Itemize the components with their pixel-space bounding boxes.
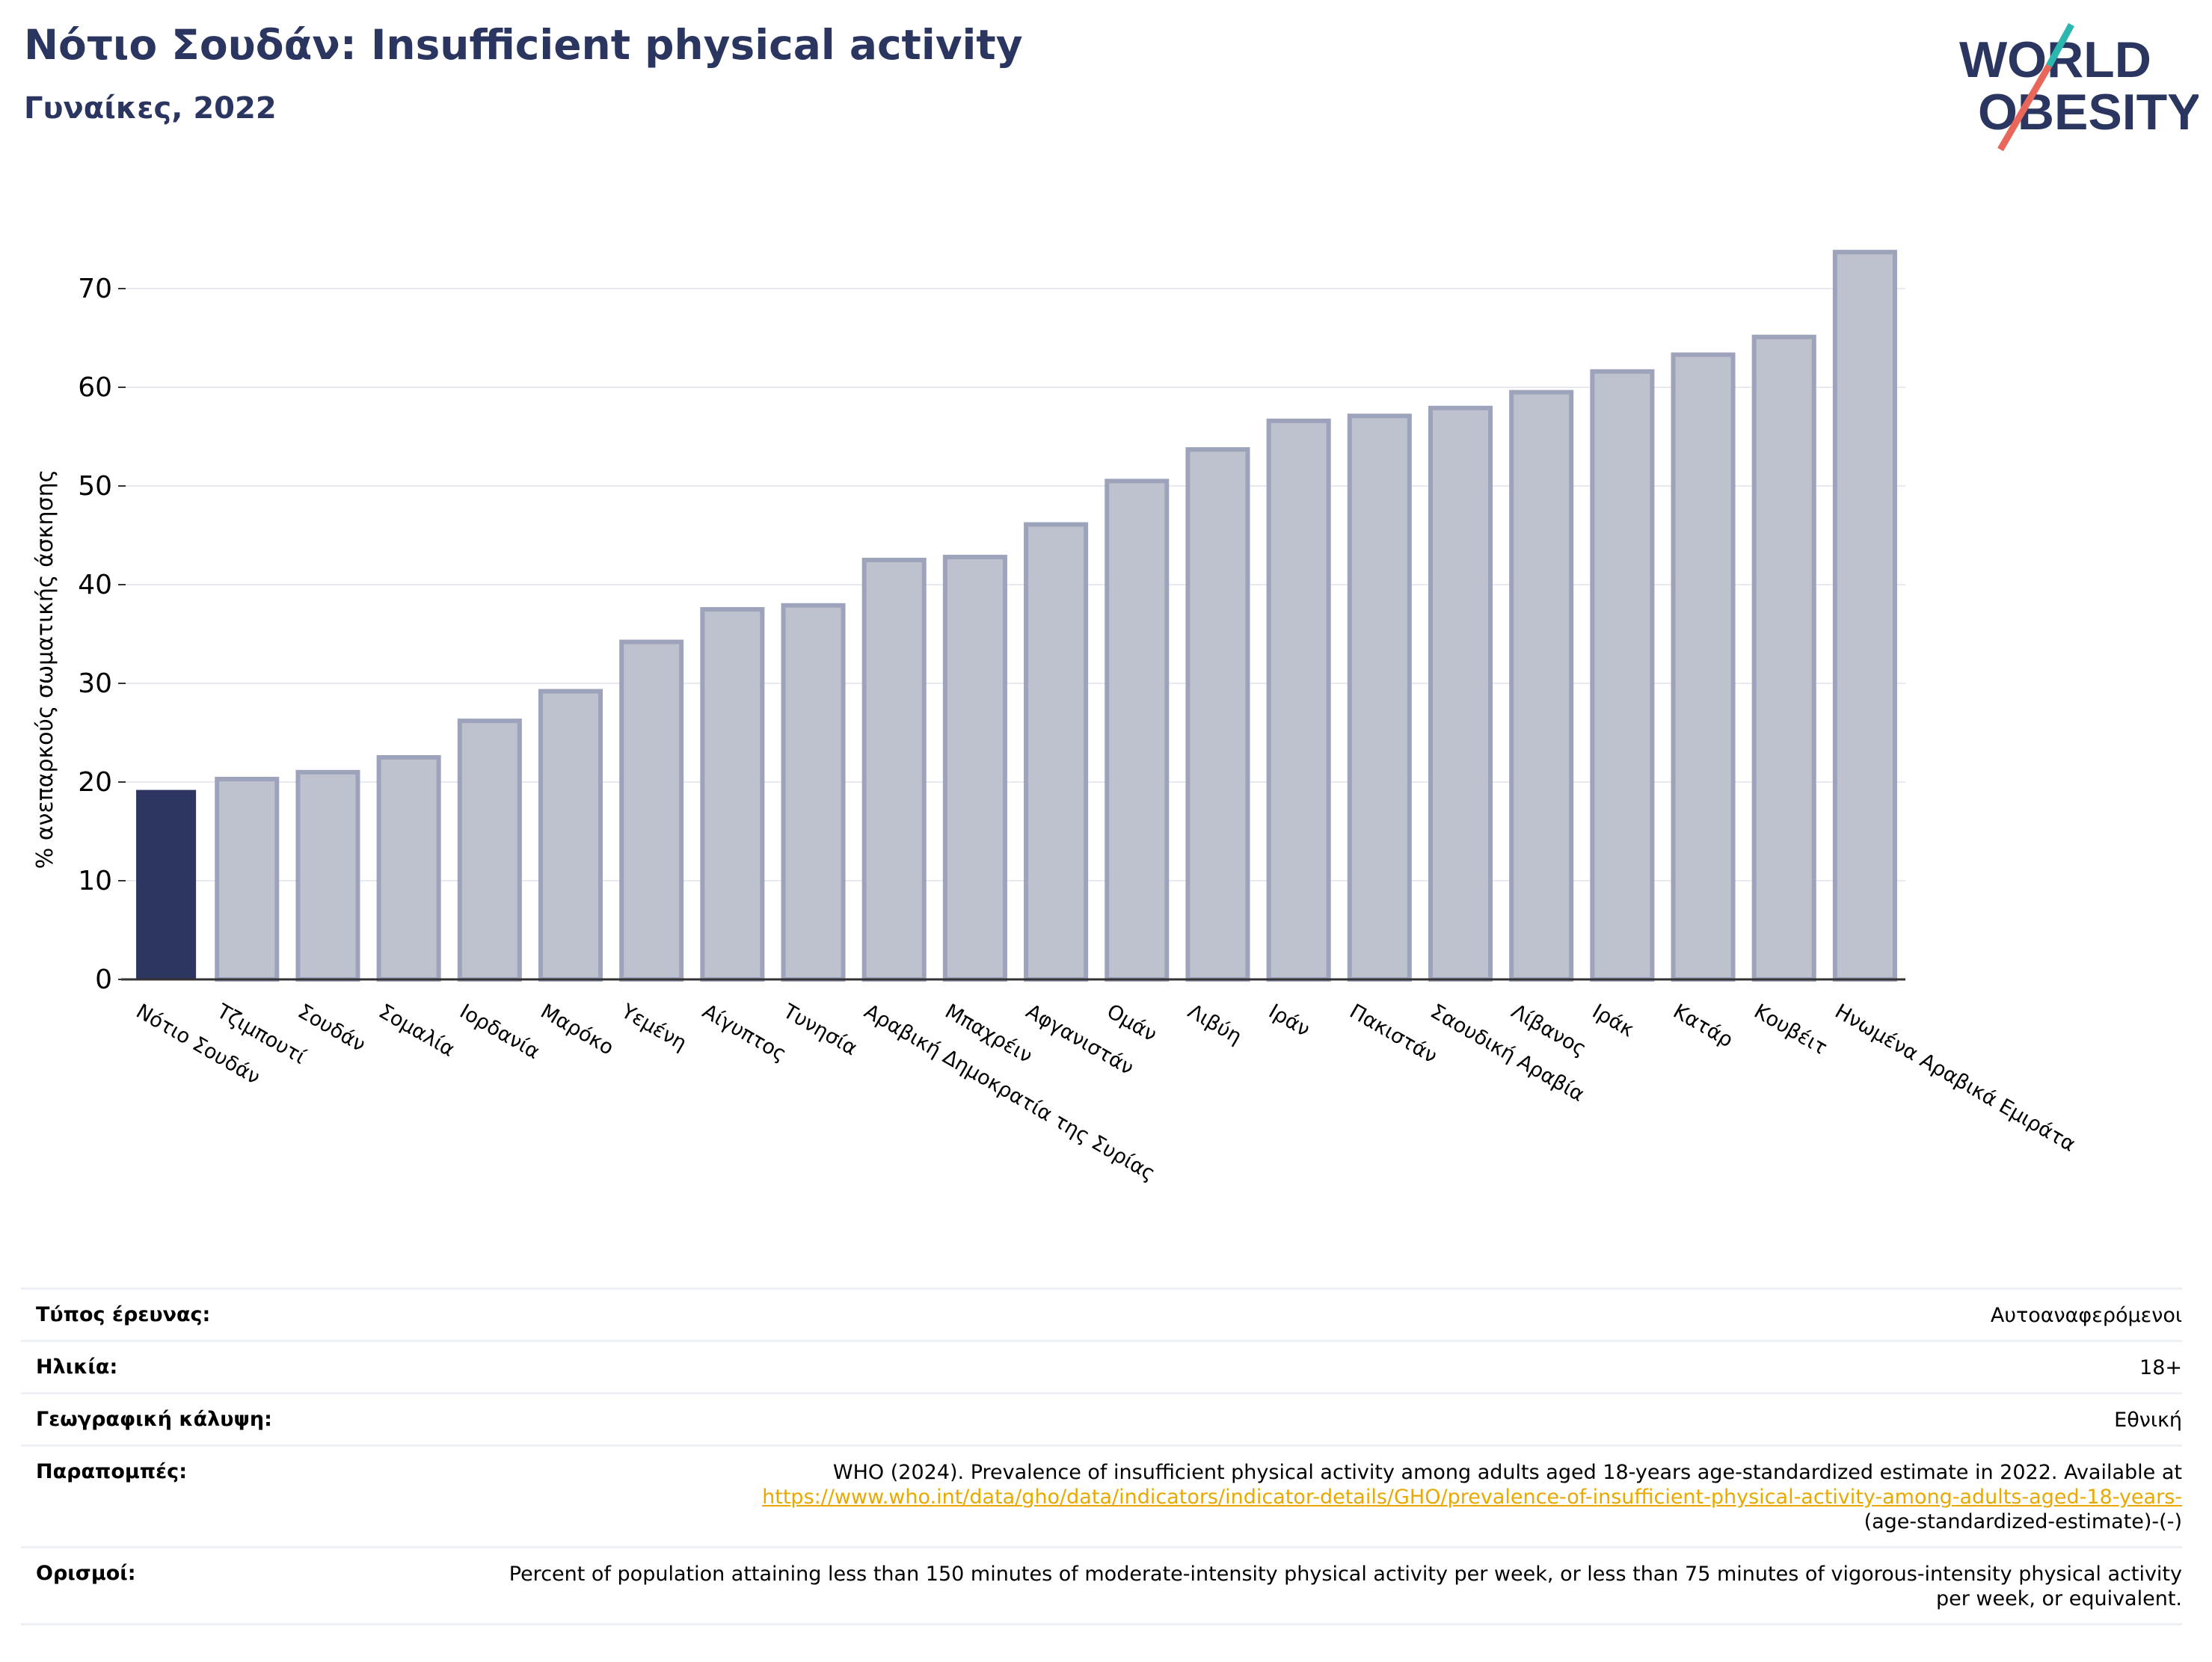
bar-chart: 0 10 20 30 40 50 60 70 Νότιο ΣουδάνΤζιμπουτίΣου… xyxy=(32,250,2080,1186)
bar-2 xyxy=(215,777,280,982)
x-tick-label: Τυνησία xyxy=(778,1000,861,1061)
bar-16 xyxy=(1347,413,1412,982)
x-tick-label: Πακιστάν xyxy=(1345,1000,1441,1068)
meta-value-survey-type: Αυτοαναφερόμενοι xyxy=(1990,1304,2182,1327)
y-tick-label: 20 xyxy=(78,767,112,798)
bar-11 xyxy=(942,555,1007,982)
bar-22 xyxy=(1832,250,1897,982)
x-tick-label: Ιράν xyxy=(1265,1000,1314,1041)
bar-15 xyxy=(1266,418,1331,982)
x-tick-label: Υεμένη xyxy=(617,1000,691,1056)
bar-19 xyxy=(1590,369,1655,982)
y-tick-label: 0 xyxy=(95,964,112,995)
meta-label-references: Παραπομπές: xyxy=(36,1460,187,1483)
x-tick-label: Ιράκ xyxy=(1588,1000,1638,1041)
x-tick-label: Κατάρ xyxy=(1669,1000,1737,1052)
x-tick-label: Μαρόκο xyxy=(537,1000,618,1059)
bar-13 xyxy=(1105,478,1170,982)
x-tick-label: Σομαλία xyxy=(375,1000,458,1062)
y-tick-label: 40 xyxy=(78,570,112,600)
y-tick-label: 50 xyxy=(78,471,112,502)
y-tick-label: 60 xyxy=(78,372,112,403)
reference-link[interactable]: https://www.who.int/data/gho/data/indica… xyxy=(762,1486,2182,1509)
x-tick-label: Λιβύη xyxy=(1184,1000,1246,1049)
bar-1 xyxy=(136,790,197,979)
bar-5 xyxy=(457,718,522,982)
meta-row-definitions: Ορισμοί: Percent of population attaining… xyxy=(21,1546,2182,1625)
reference-text: WHO (2024). Prevalence of insufficient p… xyxy=(832,1461,2182,1484)
x-tick-label: Ιορδανία xyxy=(455,1000,544,1064)
x-tick-label: Κουβέιτ xyxy=(1750,1000,1831,1059)
chart-title: Νότιο Σουδάν: Insufficient physical acti… xyxy=(24,21,1023,69)
x-tick-label: Σαουδική Αραβία xyxy=(1427,1000,1588,1107)
bar-4 xyxy=(376,755,441,982)
meta-label-coverage: Γεωγραφική κάλυψη: xyxy=(36,1408,272,1431)
meta-row-survey-type: Τύπος έρευνας: Αυτοαναφερόμενοι xyxy=(21,1287,2182,1340)
meta-label-survey-type: Τύπος έρευνας: xyxy=(36,1303,211,1326)
bar-18 xyxy=(1509,390,1574,982)
bar-10 xyxy=(861,558,927,982)
world-obesity-logo: WORLD OBESITY xyxy=(1959,22,2199,152)
meta-value-coverage: Εθνική xyxy=(2114,1409,2182,1432)
bar-17 xyxy=(1428,405,1493,982)
chart-subtitle: Γυναίκες, 2022 xyxy=(24,91,277,126)
bar-7 xyxy=(619,639,684,982)
meta-value-age: 18+ xyxy=(2139,1356,2182,1379)
y-tick-label: 70 xyxy=(78,274,112,304)
x-tick-label: Ηνωμένα Αραβικά Εμιράτα xyxy=(1831,1000,2079,1157)
logo-slash-coral xyxy=(1997,64,2052,152)
meta-value-definitions: Percent of population attaining less tha… xyxy=(509,1563,2182,1610)
meta-row-references: Παραπομπές: WHO (2024). Prevalence of in… xyxy=(21,1444,2182,1546)
y-axis-label: % ανεπαρκούς σωματικής άσκησης xyxy=(32,470,58,869)
meta-row-coverage: Γεωγραφική κάλυψη: Εθνική xyxy=(21,1392,2182,1444)
meta-value-references: WHO (2024). Prevalence of insufficient p… xyxy=(762,1460,2182,1534)
meta-label-age: Ηλικία: xyxy=(36,1355,118,1379)
bar-3 xyxy=(295,769,360,982)
y-tick-label: 30 xyxy=(78,668,112,699)
meta-label-definitions: Ορισμοί: xyxy=(36,1562,136,1585)
meta-row-age: Ηλικία: 18+ xyxy=(21,1340,2182,1392)
bar-6 xyxy=(538,689,603,982)
x-tick-label: Ομάν xyxy=(1103,1000,1161,1047)
reference-tail: (age-standardized-estimate)-(-) xyxy=(1864,1510,2182,1533)
x-tick-label: Αραβική Δημοκρατία της Συρίας xyxy=(860,1000,1159,1186)
y-tick-label: 10 xyxy=(78,866,112,896)
logo-slash-teal xyxy=(2046,22,2074,68)
bar-12 xyxy=(1024,522,1089,982)
bar-9 xyxy=(781,603,846,982)
x-tick-label: Αίγυπτος xyxy=(698,1000,790,1066)
bar-14 xyxy=(1185,447,1250,982)
bars xyxy=(136,250,1897,982)
bar-8 xyxy=(700,607,765,982)
metadata-table: Τύπος έρευνας: Αυτοαναφερόμενοι Ηλικία: … xyxy=(21,1287,2182,1625)
y-tick-labels: 0 10 20 30 40 50 60 70 xyxy=(78,274,126,995)
bar-20 xyxy=(1671,352,1736,982)
bar-21 xyxy=(1751,334,1816,982)
